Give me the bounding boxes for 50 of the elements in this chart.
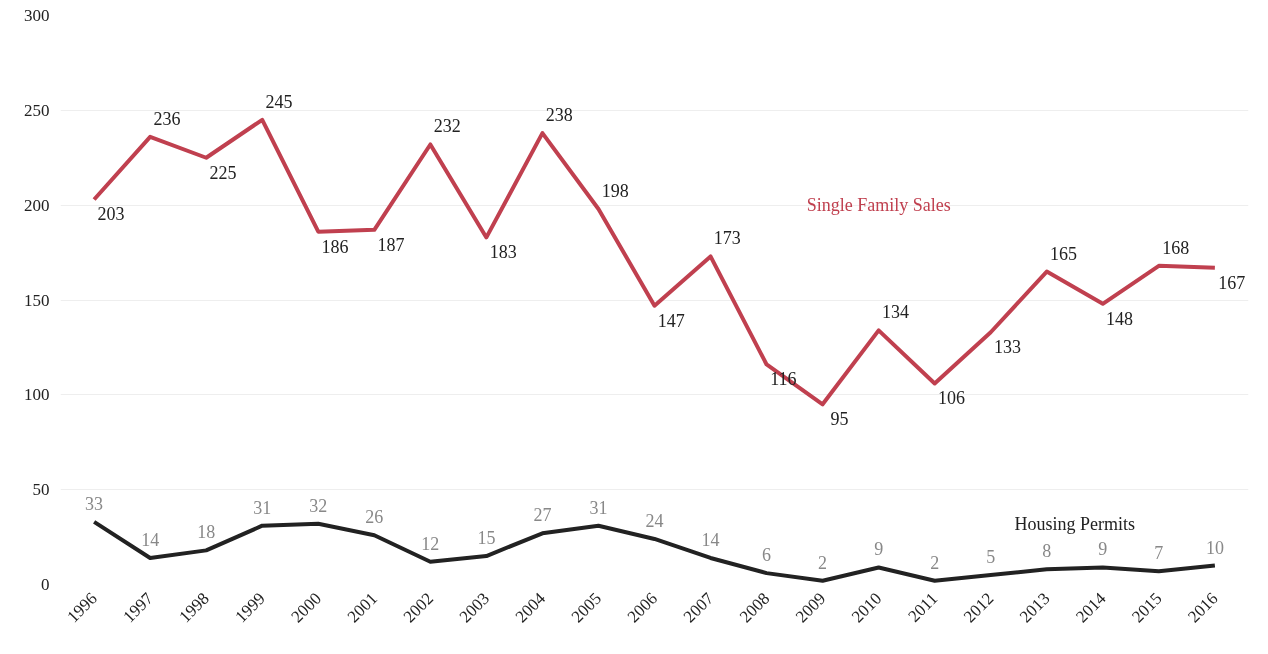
data-label: 7	[1154, 543, 1164, 564]
y-tick-label: 200	[24, 195, 50, 215]
data-label: 186	[321, 236, 349, 257]
data-label: 8	[1042, 541, 1052, 562]
data-label: 183	[489, 242, 517, 263]
data-label: 15	[477, 528, 496, 549]
data-label: 5	[986, 547, 996, 568]
data-label: 27	[533, 505, 552, 526]
data-label: 168	[1162, 237, 1190, 258]
data-label: 14	[701, 529, 720, 550]
data-label: 24	[645, 510, 664, 531]
data-label: 133	[994, 337, 1022, 358]
series-label: Housing Permits	[1014, 513, 1136, 534]
y-tick-label: 250	[24, 100, 50, 120]
data-label: 238	[545, 105, 573, 126]
data-label: 31	[589, 497, 608, 518]
data-label: 12	[421, 533, 440, 554]
data-label: 147	[657, 310, 685, 331]
data-label: 198	[601, 180, 629, 201]
data-label: 33	[85, 493, 104, 514]
data-label: 134	[881, 302, 909, 323]
data-label: 9	[1098, 539, 1108, 560]
data-label: 2	[818, 552, 828, 573]
y-tick-label: 50	[32, 480, 50, 500]
y-tick-label: 100	[24, 385, 50, 405]
data-label: 173	[713, 228, 741, 249]
data-label: 10	[1205, 537, 1224, 558]
data-label: 167	[1218, 272, 1246, 293]
data-label: 203	[97, 204, 125, 225]
data-label: 245	[265, 91, 293, 112]
data-label: 31	[253, 497, 272, 518]
data-label: 187	[377, 234, 405, 255]
data-label: 95	[830, 409, 849, 430]
text: Single Family Sales	[806, 195, 951, 216]
data-label: 26	[365, 507, 384, 528]
data-label: 14	[141, 529, 160, 550]
data-label: 2	[930, 552, 940, 573]
data-label: 148	[1106, 308, 1134, 329]
data-label: 225	[209, 162, 237, 183]
data-label: 18	[197, 522, 216, 543]
y-tick-label: 300	[24, 6, 50, 25]
data-label: 32	[309, 495, 328, 516]
y-tick-label: 150	[24, 290, 50, 310]
data-label: 232	[433, 116, 461, 137]
data-label: 165	[1050, 243, 1078, 264]
data-label: 106	[938, 388, 965, 409]
data-label: 236	[153, 108, 181, 129]
data-label: 9	[874, 539, 884, 560]
data-label: 6	[762, 545, 772, 566]
y-tick-label: 0	[41, 575, 50, 594]
